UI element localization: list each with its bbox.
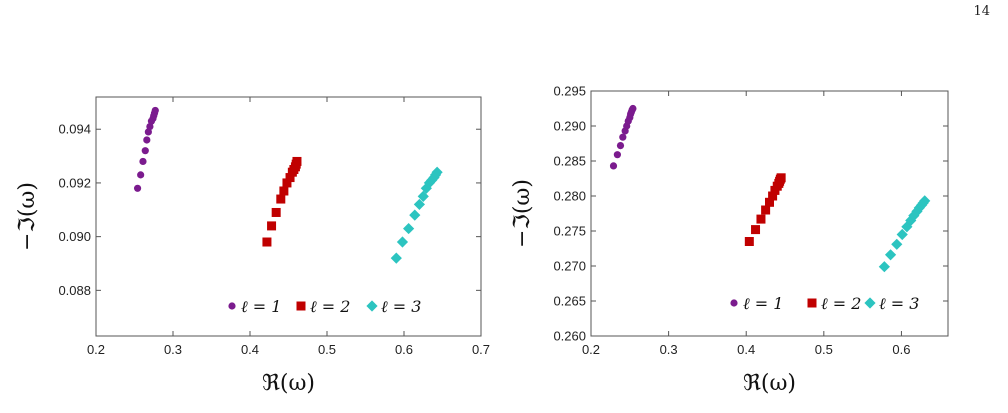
- data-point-l1: [143, 136, 151, 144]
- legend-label-l2: ℓ = 2: [821, 294, 861, 313]
- left-plot: 0.2 0.3 0.4 0.5 0.6 0.7 0.088 0.090 0.092 0.094 ℜ(…: [15, 96, 490, 396]
- legend-label-l1: ℓ = 1: [743, 294, 783, 313]
- legend-marker-l2: [807, 298, 817, 308]
- data-point-l3: [901, 221, 913, 233]
- data-point-l3: [390, 252, 402, 264]
- y-tick-label: 0.092: [58, 175, 91, 190]
- y-tick-label: 0.265: [553, 294, 586, 309]
- legend-label-l3: ℓ = 3: [879, 294, 919, 313]
- x-tick-label: 0.6: [395, 342, 413, 357]
- page-number: 14: [973, 4, 990, 19]
- x-tick-label: 0.5: [318, 342, 336, 357]
- data-point-l3: [919, 195, 931, 207]
- y-tick-label: 0.094: [58, 122, 91, 137]
- data-point-l3: [891, 238, 903, 250]
- data-point-l3: [413, 198, 425, 211]
- data-point-l2: [765, 197, 774, 207]
- data-point-l2: [276, 194, 286, 204]
- y-tick-label: 0.088: [58, 283, 91, 298]
- data-point-l2: [751, 225, 761, 235]
- data-point-l3: [896, 228, 908, 241]
- y-axis-label: −ℑ(ω): [15, 182, 40, 251]
- data-point-l3: [396, 236, 409, 248]
- y-axis-label: −ℑ(ω): [510, 179, 535, 248]
- y-tick-label: 0.275: [553, 224, 586, 239]
- data-point-l1: [616, 142, 625, 150]
- legend-marker-l2: [296, 301, 306, 311]
- x-tick-label: 0.2: [87, 342, 105, 357]
- data-point-l1: [137, 171, 145, 179]
- data-point-l1: [141, 147, 149, 155]
- data-point-l2: [761, 205, 771, 215]
- plot-frame: [590, 90, 949, 337]
- data-point-l1: [613, 151, 621, 159]
- data-point-l3: [884, 249, 897, 261]
- data-point-l1: [133, 184, 142, 192]
- right-plot: 0.2 0.3 0.4 0.5 0.6 0.260 0.265 0.270 0.275 0.280…: [510, 84, 949, 396]
- x-axis-label: ℜ(ω): [262, 371, 315, 396]
- x-tick-label: 0.3: [164, 342, 182, 357]
- data-point-l3: [905, 214, 917, 227]
- data-point-l2: [267, 221, 277, 231]
- legend-marker-l1: [228, 302, 236, 310]
- legend-label-l2: ℓ = 2: [310, 297, 350, 316]
- x-tick-label: 0.4: [241, 342, 259, 357]
- data-point-l2: [292, 156, 302, 166]
- data-point-l2: [768, 191, 778, 201]
- legend-label-l3: ℓ = 3: [381, 297, 421, 316]
- data-point-l2: [285, 173, 295, 183]
- x-tick-label: 0.3: [660, 342, 678, 357]
- data-point-l3: [403, 222, 415, 235]
- y-tick-label: 0.270: [553, 259, 586, 274]
- x-tick-label: 0.6: [892, 342, 910, 357]
- y-tick-label: 0.295: [553, 84, 586, 99]
- data-point-l2: [282, 178, 292, 188]
- legend-marker-l1: [730, 299, 738, 307]
- data-point-l2: [744, 237, 754, 246]
- data-point-l2: [271, 207, 281, 217]
- data-point-l2: [756, 214, 766, 224]
- y-tick-label: 0.090: [58, 229, 91, 244]
- y-tick-label: 0.290: [553, 119, 586, 134]
- x-axis-label: ℜ(ω): [743, 371, 796, 396]
- data-point-l3: [420, 182, 432, 194]
- data-point-l3: [431, 166, 443, 178]
- data-point-l2: [262, 237, 272, 247]
- legend-marker-l3: [366, 300, 378, 312]
- data-point-l1: [609, 162, 618, 170]
- legend-marker-l3: [864, 297, 876, 309]
- x-tick-label: 0.5: [815, 342, 833, 357]
- plot-frame: [95, 96, 482, 337]
- data-point-l1: [629, 104, 637, 113]
- x-tick-label: 0.7: [472, 342, 490, 357]
- data-point-l2: [279, 186, 289, 196]
- x-tick-label: 0.2: [582, 342, 600, 357]
- y-tick-label: 0.285: [553, 154, 586, 169]
- y-tick-label: 0.280: [553, 189, 586, 204]
- data-point-l1: [619, 133, 627, 141]
- data-point-l3: [409, 209, 421, 221]
- legend-label-l1: ℓ = 1: [241, 297, 281, 316]
- data-point-l1: [139, 157, 147, 166]
- data-point-l1: [151, 106, 159, 115]
- data-point-l2: [776, 173, 786, 183]
- y-tick-label: 0.260: [553, 329, 586, 344]
- data-point-l3: [878, 261, 890, 273]
- x-tick-label: 0.4: [737, 342, 755, 357]
